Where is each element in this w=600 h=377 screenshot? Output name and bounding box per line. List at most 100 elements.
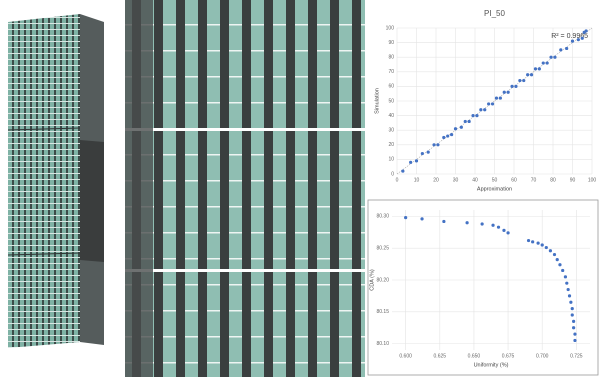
point	[426, 150, 430, 154]
point	[536, 241, 540, 245]
y-tick-label: 80.20	[376, 277, 389, 283]
point	[572, 319, 576, 323]
point	[544, 245, 548, 250]
y-tick-label: 0	[391, 171, 394, 177]
point	[548, 249, 553, 253]
point	[537, 67, 541, 71]
x-tick-label: 0	[396, 177, 399, 183]
point	[569, 300, 573, 304]
y-tick-label: 50	[388, 98, 394, 104]
point	[522, 78, 526, 83]
point	[566, 287, 570, 292]
point	[576, 38, 580, 42]
x-tick-label: 0.650	[468, 353, 481, 359]
point	[487, 102, 491, 106]
point	[565, 46, 569, 51]
building-render	[7, 14, 104, 348]
x-tick-label: 20	[433, 177, 439, 183]
x-axis-label: Uniformity (%)	[474, 362, 509, 368]
x-tick-label: 40	[472, 177, 478, 183]
x-tick-label: 50	[492, 177, 498, 183]
x-tick-label: 70	[531, 177, 537, 183]
x-tick-label: 30	[453, 177, 459, 183]
point	[567, 294, 572, 298]
point	[479, 108, 483, 112]
point	[533, 67, 538, 71]
point	[502, 90, 506, 94]
point	[545, 61, 549, 65]
point	[573, 332, 577, 336]
point	[552, 252, 557, 257]
x-axis-label: Approximation	[477, 186, 512, 192]
point	[471, 114, 475, 118]
point	[409, 160, 413, 164]
point	[529, 73, 534, 77]
point	[549, 55, 553, 59]
point	[463, 119, 467, 124]
point	[541, 61, 545, 65]
point	[570, 313, 574, 317]
point	[572, 326, 576, 330]
point	[496, 225, 501, 229]
point	[420, 217, 424, 221]
point	[475, 114, 479, 118]
point	[498, 96, 502, 100]
point	[453, 127, 458, 131]
y-tick-label: 80.25	[376, 246, 389, 252]
point	[491, 223, 495, 227]
chart-title: PI_50	[484, 9, 505, 18]
point	[570, 307, 574, 311]
point	[401, 169, 405, 173]
x-tick-label: 0.725	[570, 353, 583, 359]
x-tick-label: 10	[414, 177, 420, 183]
point	[559, 48, 563, 52]
point	[502, 228, 506, 232]
y-tick-label: 10	[388, 157, 394, 163]
x-tick-label: 0.675	[502, 353, 515, 359]
x-tick-label: 0.700	[536, 353, 549, 359]
point	[465, 221, 469, 225]
point	[514, 84, 518, 88]
point	[414, 159, 419, 163]
point	[565, 281, 569, 285]
point	[563, 275, 568, 279]
point	[490, 102, 495, 106]
y-tick-label: 90	[388, 40, 394, 46]
x-tick-label: 0.625	[434, 353, 447, 359]
point	[540, 243, 544, 247]
point	[506, 231, 510, 235]
point	[561, 268, 565, 273]
point	[553, 55, 557, 59]
point	[446, 134, 450, 138]
y-tick-label: 80	[388, 55, 394, 61]
y-tick-label: 60	[388, 84, 394, 90]
point	[432, 143, 436, 147]
point	[442, 135, 446, 140]
point	[483, 108, 487, 112]
point	[404, 216, 408, 220]
point	[558, 263, 562, 267]
y-tick-label: 30	[388, 128, 394, 134]
x-tick-label: 0.600	[399, 353, 412, 359]
y-axis-label: Simulation	[374, 88, 380, 114]
y-tick-label: 20	[388, 142, 394, 148]
y-tick-label: 80.30	[376, 214, 389, 220]
point	[555, 258, 559, 262]
facade-closeups	[125, 0, 365, 377]
y-tick-label: 40	[388, 113, 394, 119]
point	[580, 36, 584, 40]
point	[442, 219, 446, 224]
point	[506, 90, 510, 94]
point	[570, 39, 575, 43]
point	[494, 96, 499, 100]
x-tick-label: 80	[550, 177, 556, 183]
point	[526, 73, 530, 77]
point	[480, 222, 484, 226]
point	[510, 84, 514, 88]
trend-line	[396, 27, 593, 175]
point	[436, 143, 440, 147]
y-tick-label: 70	[388, 69, 394, 75]
point	[531, 240, 535, 244]
x-tick-label: 90	[570, 177, 576, 183]
